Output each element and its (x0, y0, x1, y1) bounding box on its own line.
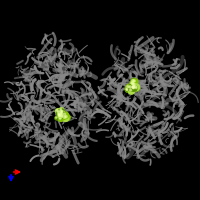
Circle shape (59, 112, 65, 118)
Circle shape (58, 115, 60, 116)
Circle shape (62, 112, 69, 119)
Circle shape (132, 79, 134, 82)
Circle shape (60, 110, 65, 114)
Circle shape (57, 111, 59, 113)
Circle shape (59, 118, 61, 119)
Circle shape (58, 113, 60, 115)
Circle shape (129, 86, 131, 88)
Circle shape (132, 84, 137, 89)
Circle shape (56, 110, 58, 111)
Circle shape (58, 109, 65, 116)
Circle shape (132, 87, 136, 91)
Circle shape (134, 86, 140, 91)
Circle shape (128, 88, 135, 94)
Circle shape (57, 113, 62, 117)
Circle shape (131, 82, 136, 87)
Circle shape (133, 86, 134, 88)
Circle shape (57, 112, 62, 117)
Circle shape (60, 111, 65, 116)
Circle shape (59, 117, 63, 122)
Circle shape (132, 86, 133, 88)
Circle shape (133, 80, 135, 82)
Circle shape (133, 83, 135, 85)
Circle shape (61, 111, 62, 112)
Circle shape (125, 88, 129, 92)
Circle shape (130, 81, 136, 87)
Circle shape (132, 82, 138, 89)
Circle shape (58, 114, 62, 118)
Circle shape (132, 86, 134, 88)
Circle shape (128, 85, 134, 91)
Circle shape (64, 114, 70, 121)
Circle shape (133, 87, 134, 89)
Circle shape (135, 87, 137, 89)
Circle shape (125, 88, 130, 92)
Circle shape (131, 86, 137, 91)
Circle shape (60, 114, 66, 120)
Circle shape (132, 86, 136, 89)
Circle shape (126, 89, 127, 90)
Circle shape (132, 79, 138, 85)
Circle shape (127, 86, 129, 88)
Circle shape (60, 113, 62, 115)
Circle shape (131, 86, 135, 90)
Circle shape (59, 110, 62, 112)
Circle shape (60, 108, 62, 110)
Circle shape (129, 89, 132, 91)
Circle shape (56, 117, 57, 118)
Circle shape (58, 114, 63, 119)
Circle shape (126, 89, 128, 90)
Circle shape (126, 84, 132, 91)
Circle shape (132, 83, 134, 85)
Circle shape (133, 84, 140, 91)
Circle shape (62, 115, 69, 121)
Circle shape (134, 85, 136, 88)
Circle shape (61, 112, 63, 114)
Circle shape (61, 111, 63, 112)
Circle shape (61, 115, 63, 117)
Circle shape (56, 110, 62, 116)
Circle shape (59, 115, 60, 116)
Circle shape (131, 82, 133, 84)
Circle shape (55, 116, 59, 120)
Circle shape (132, 86, 134, 88)
Circle shape (63, 113, 66, 115)
Circle shape (58, 113, 60, 115)
Circle shape (133, 85, 134, 87)
Circle shape (131, 78, 137, 85)
Circle shape (55, 109, 61, 114)
Circle shape (60, 110, 64, 114)
Circle shape (131, 85, 137, 91)
Circle shape (65, 116, 67, 118)
Circle shape (59, 108, 64, 112)
Circle shape (63, 116, 66, 118)
